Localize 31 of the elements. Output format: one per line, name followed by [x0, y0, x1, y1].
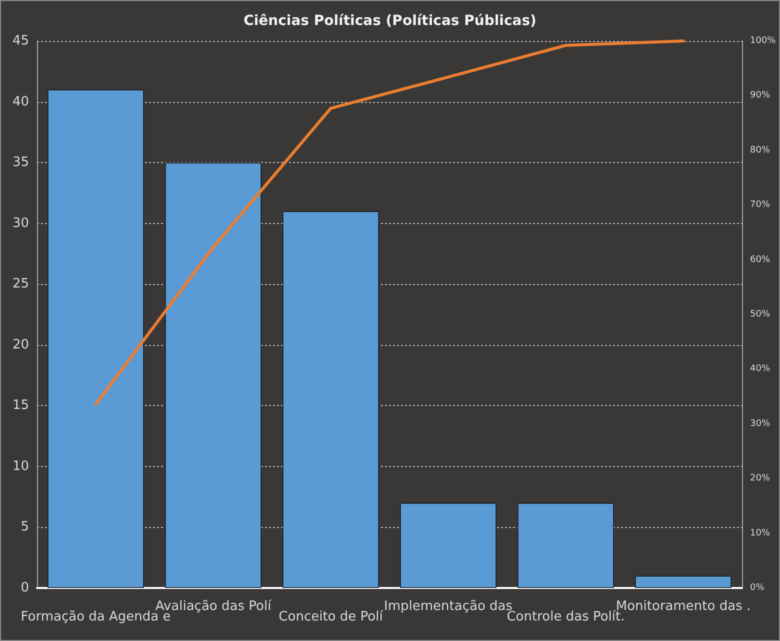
- y2-tick-label: 50%: [750, 310, 770, 320]
- chart-title: Ciências Políticas (Políticas Públicas): [244, 13, 536, 29]
- y2-tick-label: 20%: [750, 474, 770, 484]
- y-tick-label: 35: [12, 155, 29, 170]
- y-tick-label: 25: [12, 276, 29, 292]
- y-tick-label: 45: [12, 34, 29, 48]
- y2-tick-label: 90%: [750, 90, 770, 101]
- x-tick-label: Controle das Polít.: [506, 610, 625, 624]
- y2-tick-label: 30%: [750, 418, 770, 429]
- y2-tick-label: 10%: [750, 528, 770, 538]
- y2-tick-label: 60%: [750, 254, 770, 265]
- y2-tick-label: 0%: [750, 583, 765, 593]
- y2-tick-label: 100%: [750, 36, 776, 46]
- y-tick-label: 10: [12, 458, 29, 474]
- x-tick-label: Conceito de Polí: [278, 610, 384, 624]
- line-series: [94, 40, 685, 406]
- y2-tick-label: 70%: [750, 200, 770, 210]
- y-tick-label: 40: [12, 94, 29, 110]
- bar: [518, 502, 614, 588]
- y-tick-label: 30: [12, 216, 29, 231]
- y-tick-label: 5: [20, 520, 29, 535]
- y2-tick-label: 80%: [750, 145, 770, 156]
- bar: [400, 502, 496, 588]
- bar: [282, 211, 379, 588]
- bar: [165, 162, 262, 588]
- y2-tick-label: 40%: [750, 364, 770, 374]
- bar: [635, 576, 732, 588]
- y-tick-label: 20: [12, 337, 29, 352]
- bar: [48, 90, 144, 588]
- y-tick-label: 15: [12, 398, 29, 414]
- y-tick-label: 0: [20, 580, 29, 596]
